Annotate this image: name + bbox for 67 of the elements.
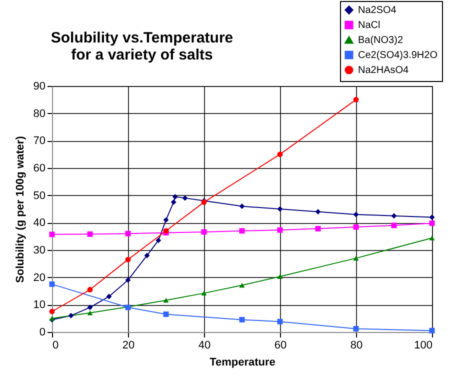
- point: [277, 206, 283, 212]
- y-tick-label: 50: [33, 190, 46, 202]
- point: [277, 227, 283, 233]
- point: [277, 152, 283, 158]
- x-tick-label: 40: [198, 340, 211, 352]
- point: [429, 236, 435, 240]
- point: [68, 312, 74, 318]
- point: [201, 229, 207, 235]
- point: [163, 311, 169, 317]
- point: [239, 282, 245, 288]
- x-tick-label: 100: [414, 340, 432, 352]
- y-tick-label: 0: [39, 326, 46, 338]
- y-tick-label: 20: [33, 272, 46, 284]
- x-tick-label: 60: [274, 340, 287, 352]
- point: [391, 222, 397, 228]
- point: [429, 328, 435, 334]
- y-axis-title: Solubility (g per 100g water): [14, 136, 26, 283]
- y-tick-label: 90: [33, 80, 46, 92]
- point: [49, 232, 55, 238]
- point: [172, 194, 178, 200]
- point: [201, 290, 207, 296]
- legend-label: Ba(NO3)2: [358, 35, 404, 46]
- y-tick-label: 60: [33, 162, 46, 174]
- point: [163, 217, 169, 223]
- point: [49, 308, 55, 314]
- point: [239, 228, 245, 234]
- legend-label: Na2SO4: [358, 5, 397, 16]
- point: [144, 252, 150, 258]
- point: [391, 213, 397, 219]
- x-axis-title: Temperature: [210, 356, 276, 368]
- point: [87, 231, 93, 237]
- point: [429, 220, 435, 226]
- y-tick-label: 80: [33, 108, 46, 120]
- legend-label: Ce2(SO4)3.9H2O: [358, 50, 438, 61]
- legend-label: Na2HAsO4: [358, 65, 410, 76]
- point: [277, 274, 283, 279]
- point: [353, 224, 359, 230]
- y-tick-label: 10: [33, 299, 46, 312]
- point: [277, 318, 283, 324]
- point: [49, 281, 55, 287]
- point: [239, 204, 245, 210]
- point: [239, 316, 245, 322]
- legend-label: NaCl: [358, 20, 380, 31]
- point: [87, 286, 93, 292]
- y-tick-label: 70: [33, 135, 46, 148]
- x-tick-label: 20: [122, 340, 135, 352]
- point: [125, 230, 131, 236]
- point: [156, 238, 162, 244]
- point: [353, 212, 359, 218]
- point: [87, 304, 93, 310]
- x-tick-label: 0: [52, 340, 59, 352]
- point: [106, 294, 112, 300]
- point: [125, 256, 131, 262]
- y-tick-label: 40: [33, 217, 46, 230]
- point: [353, 96, 359, 102]
- chart-title: Solubility vs.Temperature for a variety of salts: [50, 30, 234, 64]
- point: [315, 226, 321, 232]
- point: [429, 214, 435, 220]
- point: [182, 195, 188, 201]
- x-tick-label: 80: [350, 340, 363, 352]
- point: [315, 208, 321, 214]
- y-tick-label: 30: [33, 244, 46, 256]
- point: [353, 326, 359, 332]
- point: [125, 277, 131, 283]
- point: [353, 256, 359, 261]
- point: [163, 298, 169, 303]
- point: [170, 199, 176, 205]
